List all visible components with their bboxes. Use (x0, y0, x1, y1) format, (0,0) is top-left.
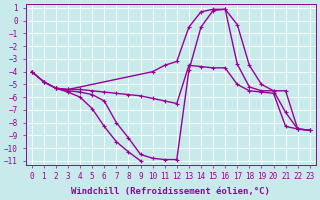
X-axis label: Windchill (Refroidissement éolien,°C): Windchill (Refroidissement éolien,°C) (71, 187, 270, 196)
